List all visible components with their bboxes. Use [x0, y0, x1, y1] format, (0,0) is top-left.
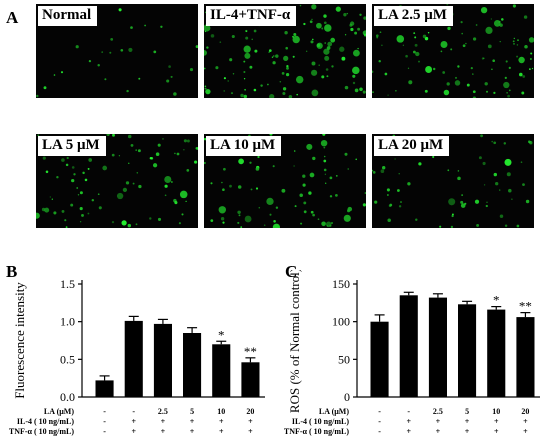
chart-b-ytick-label: 1.5 — [60, 277, 75, 291]
chart-c-condition-value: + — [494, 427, 499, 436]
chart-b-condition-value: 2.5 — [158, 407, 168, 416]
chart-c-condition-value: + — [436, 427, 441, 436]
chart-c-condition-value: 2.5 — [433, 407, 443, 416]
micrograph-la-10: LA 10 μM — [204, 134, 366, 228]
chart-b-significance: ** — [244, 344, 257, 359]
chart-c-condition-value: + — [406, 417, 411, 426]
chart-b-condition-value: + — [131, 427, 136, 436]
chart-c-condition-value: + — [406, 427, 411, 436]
chart-c-condition-value: 5 — [465, 407, 469, 416]
chart-b-bar — [183, 333, 202, 397]
micrograph-la-5: LA 5 μM — [36, 134, 198, 228]
chart-b-condition-value: + — [219, 417, 224, 426]
chart-c-condition-value: - — [407, 407, 410, 416]
chart-b-ylabel: Fluorescence intensity — [12, 282, 27, 399]
chart-b-condition-value: + — [248, 417, 253, 426]
micrograph-label-la-5: LA 5 μM — [38, 136, 106, 156]
chart-b-condition-value: + — [219, 427, 224, 436]
chart-c-condition-value: - — [378, 427, 381, 436]
chart-b-condition-value: - — [103, 417, 106, 426]
panel-a-letter: A — [6, 8, 19, 27]
chart-c-condition-value: + — [523, 427, 528, 436]
chart-c-bar — [458, 304, 477, 397]
chart-c-bar — [487, 309, 506, 397]
chart-b-condition-value: - — [132, 407, 135, 416]
chart-c-ytick-label: 100 — [332, 315, 350, 329]
chart-c-condition-label: LA (μM) — [319, 407, 349, 416]
micrograph-label-la-20: LA 20 μM — [374, 136, 450, 156]
chart-b-condition-label: IL-4 ( 10 ng/mL) — [17, 417, 74, 426]
micrograph-la-20: LA 20 μM — [372, 134, 534, 228]
chart-b-ytick-label: 1.0 — [60, 315, 75, 329]
chart-b-condition-label: TNF-α ( 10 ng/mL) — [9, 427, 74, 436]
chart-c-condition-label: IL-4 ( 10 ng/mL) — [292, 417, 349, 426]
chart-c-bar — [399, 295, 418, 397]
chart-c-condition-value: 20 — [521, 407, 529, 416]
chart-c-condition-value: - — [378, 407, 381, 416]
chart-c-condition-label: TNF-α ( 10 ng/mL) — [284, 427, 349, 436]
chart-b-bar — [95, 380, 114, 397]
chart-b-condition-value: + — [161, 427, 166, 436]
panel-c-letter: C — [285, 262, 298, 281]
micrograph-label-il4-tnf: IL-4+TNF-α — [206, 6, 297, 26]
micrograph-label-la-10: LA 10 μM — [206, 136, 282, 156]
chart-c-condition-value: - — [378, 417, 381, 426]
chart-c-significance: * — [493, 293, 500, 308]
chart-c-condition-value: + — [436, 417, 441, 426]
chart-b-condition-value: 10 — [217, 407, 225, 416]
chart-b-condition-value: + — [131, 417, 136, 426]
chart-c-bar — [516, 317, 535, 397]
micrograph-normal: Normal — [36, 4, 198, 98]
chart-c-ytick-label: 150 — [332, 277, 350, 291]
chart-b-condition-value: + — [190, 417, 195, 426]
chart-c-ytick-label: 0 — [344, 390, 350, 404]
chart-c-ytick-label: 50 — [338, 352, 350, 366]
micrograph-la-2-5: LA 2.5 μM — [372, 4, 534, 98]
chart-b-condition-label: LA (μM) — [44, 407, 74, 416]
chart-c-bar — [370, 321, 389, 397]
chart-c-condition-value: + — [494, 417, 499, 426]
chart-b-condition-value: - — [103, 427, 106, 436]
chart-b-fluorescence: Fluorescence intensity 0.00.51.01.5***LA … — [9, 277, 265, 436]
chart-b-condition-value: + — [190, 427, 195, 436]
micrograph-label-normal: Normal — [38, 6, 98, 26]
chart-c-ylabel: ROS (% of Normal control) — [287, 270, 302, 413]
chart-c-condition-value: 10 — [492, 407, 500, 416]
chart-b-condition-value: + — [161, 417, 166, 426]
micrograph-il4-tnf: IL-4+TNF-α — [204, 4, 366, 98]
chart-b-significance: * — [218, 327, 225, 342]
chart-b-condition-value: 20 — [246, 407, 254, 416]
chart-b-ytick-label: 0.0 — [60, 390, 75, 404]
chart-b-condition-value: - — [103, 407, 106, 416]
chart-c-condition-value: + — [523, 417, 528, 426]
chart-c-condition-value: + — [465, 417, 470, 426]
chart-b-condition-value: + — [248, 427, 253, 436]
chart-b-bar — [153, 323, 172, 397]
panel-b-letter: B — [6, 262, 18, 281]
chart-b-bar — [124, 320, 143, 397]
chart-c-significance: ** — [519, 299, 532, 314]
chart-b-bar — [241, 362, 260, 397]
chart-b-ytick-label: 0.5 — [60, 352, 75, 366]
chart-b-condition-value: 5 — [190, 407, 194, 416]
micrograph-label-la-2-5: LA 2.5 μM — [374, 6, 453, 26]
chart-c-condition-value: + — [465, 427, 470, 436]
chart-c-bar — [428, 297, 447, 397]
chart-b-bar — [212, 344, 231, 397]
